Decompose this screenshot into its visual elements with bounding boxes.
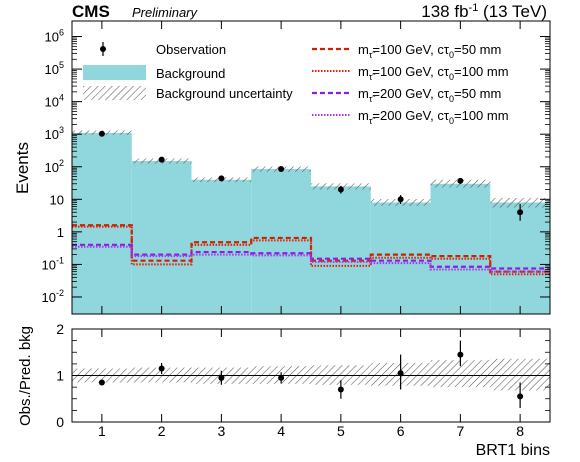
legend: Observation Background Background uncertai… <box>83 42 509 126</box>
ratio-y-tick-label: 1 <box>56 368 64 384</box>
ratio-x-axis: 1 2 3 4 5 6 7 8 <box>98 329 524 439</box>
ratio-point <box>218 374 225 381</box>
background-bar <box>131 161 192 314</box>
ratio-y-tick-label: 2 <box>56 321 64 337</box>
legend-label: Observation <box>156 42 226 57</box>
main-y-axis: 10-2 10-1 1 10 102 103 104 105 106 <box>42 28 550 305</box>
observation-point <box>158 156 165 163</box>
observation-point <box>278 166 285 173</box>
ratio-points <box>98 340 524 409</box>
signal-histograms <box>72 224 550 276</box>
preliminary-label: Preliminary <box>132 5 199 20</box>
ratio-point <box>457 351 464 358</box>
y-tick-label: 10-2 <box>42 288 64 305</box>
y-tick-label: 103 <box>45 125 64 142</box>
observation-point <box>98 130 105 137</box>
x-tick-label: 5 <box>337 423 345 439</box>
x-axis-label: BRT1 bins <box>476 442 550 459</box>
main-x-ticks <box>101 21 521 314</box>
y-tick-label: 106 <box>45 28 64 45</box>
x-tick-label: 1 <box>98 423 106 439</box>
ratio-y-tick-label: 0 <box>56 414 64 430</box>
main-plot: 10-2 10-1 1 10 102 103 104 105 106 Events Observ… <box>13 20 551 315</box>
signal-line-sig2 <box>72 225 550 276</box>
legend-signal-label: mτ̃=100 GeV, cτ0=50 mm <box>358 42 501 60</box>
signal-line-sig4 <box>72 245 550 273</box>
ratio-y-axis-label: Obs./Pred. bkg <box>17 326 34 426</box>
ratio-point <box>158 365 165 372</box>
y-tick-label: 10-1 <box>42 255 64 272</box>
legend-background-swatch <box>83 65 146 80</box>
signal-line-sig3 <box>72 243 550 270</box>
x-tick-label: 6 <box>397 423 405 439</box>
x-tick-label: 2 <box>158 423 166 439</box>
background-bar <box>251 169 311 314</box>
background-uncertainty-box <box>490 197 550 208</box>
observation-points <box>98 130 524 221</box>
x-tick-label: 4 <box>277 423 285 439</box>
ratio-y-axis: 0 1 2 <box>56 321 550 430</box>
legend-uncertainty-swatch <box>83 86 146 100</box>
y-axis-label: Events <box>13 142 32 194</box>
background-bar <box>191 179 252 314</box>
y-tick-label: 10 <box>50 192 64 207</box>
background-histogram <box>72 130 550 314</box>
x-tick-label: 7 <box>456 423 464 439</box>
y-tick-label: 102 <box>45 158 64 175</box>
x-tick-label: 3 <box>217 423 225 439</box>
cms-label: CMS <box>72 2 110 21</box>
y-tick-label: 1 <box>57 225 64 240</box>
y-tick-label: 104 <box>45 93 64 110</box>
legend-signal-label: mτ̃=200 GeV, cτ0=100 mm <box>358 108 509 126</box>
background-bar <box>430 183 491 314</box>
ratio-point <box>397 370 404 377</box>
legend-label: Background uncertainty <box>156 86 293 101</box>
legend-observation-point <box>100 46 106 52</box>
background-bar <box>490 202 550 314</box>
legend-label: Background <box>156 66 225 81</box>
lumi-label: 138 fb-1 (13 TeV) <box>421 2 547 21</box>
observation-point <box>397 196 404 203</box>
observation-point <box>337 186 344 193</box>
ratio-point <box>517 393 524 400</box>
observation-point <box>457 177 464 184</box>
ratio-uncertainty-band <box>72 358 550 391</box>
ratio-plot: 0 1 2 1 2 3 4 5 6 7 8 Obs./Pred. bkg BRT1 bins <box>17 321 551 459</box>
legend-signal-label: mτ̃=100 GeV, cτ0=100 mm <box>358 64 509 82</box>
main-plot-frame <box>71 20 551 315</box>
ratio-point <box>337 386 344 393</box>
ratio-point <box>278 374 285 381</box>
y-tick-label: 105 <box>45 60 64 77</box>
legend-signal-label: mτ̃=200 GeV, cτ0=50 mm <box>358 86 501 104</box>
background-bar <box>72 132 132 314</box>
ratio-point <box>98 379 105 386</box>
observation-point <box>218 175 225 182</box>
background-bar <box>311 186 371 314</box>
x-tick-label: 8 <box>516 423 524 439</box>
observation-point <box>517 209 524 216</box>
